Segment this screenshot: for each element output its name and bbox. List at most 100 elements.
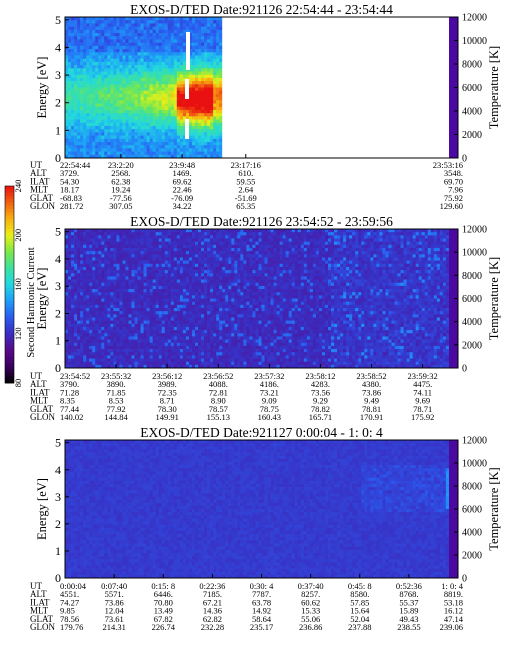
spectrogram-cell — [140, 320, 144, 325]
spectrogram-cell — [110, 333, 114, 337]
spectrogram-cell — [170, 87, 175, 92]
spectrogram-cell — [213, 55, 217, 59]
spectrogram-cell — [161, 232, 166, 236]
spectrogram-cell — [101, 148, 105, 152]
spectrogram-cell — [210, 238, 214, 242]
spectrogram-cell — [170, 304, 175, 309]
spectrogram-cell — [155, 244, 160, 249]
spectrogram-cell — [107, 132, 111, 136]
spectrogram-cell — [152, 276, 157, 280]
spectrogram-cell — [201, 339, 205, 344]
spectrogram-cell — [213, 358, 217, 363]
spectrogram-cell — [83, 116, 87, 120]
spectrogram-cell — [161, 84, 166, 88]
spectrogram-cell — [216, 263, 220, 268]
spectrogram-cell — [167, 342, 172, 347]
spectrogram-cell — [201, 349, 205, 353]
spectrogram-cell — [179, 36, 184, 40]
spectrogram-cell — [210, 122, 214, 127]
spectrogram-cell — [201, 74, 205, 79]
spectrogram-cell — [161, 33, 166, 37]
spectrogram-cell — [204, 87, 208, 92]
spectrogram-cell — [146, 39, 150, 43]
spectrogram-cell — [104, 20, 108, 24]
spectrogram-cell — [213, 320, 217, 325]
spectrogram-cell — [188, 90, 193, 95]
spectrogram-cell — [194, 97, 199, 101]
spectrogram-cell — [167, 109, 172, 114]
spectrogram-cell — [170, 282, 175, 287]
spectrogram-cell — [110, 251, 114, 255]
spectrogram-cell — [179, 135, 184, 140]
spectrogram-cell — [92, 355, 96, 359]
spectrogram-cell — [65, 151, 69, 156]
spectrogram-cell — [107, 241, 111, 246]
spectrogram-cell — [122, 151, 126, 156]
spectrogram-cell — [119, 145, 123, 149]
spectrogram-cell — [191, 74, 196, 79]
spectrogram-cell — [201, 301, 205, 306]
spectrogram-cell — [98, 352, 102, 356]
spectrogram-cell — [107, 266, 111, 271]
spectrogram-cell — [89, 138, 93, 143]
spectrogram-cell — [119, 317, 123, 321]
spectrogram-cell — [210, 330, 214, 334]
spectrogram-cell — [113, 345, 117, 350]
spectrogram-cell — [179, 364, 184, 369]
spectrogram-cell — [179, 339, 184, 344]
spectrogram-cell — [65, 52, 69, 56]
spectrogram-cell — [164, 238, 169, 242]
spectrogram-cell — [80, 257, 84, 261]
spectrogram-cell — [219, 84, 223, 88]
spectrogram-cell — [95, 116, 99, 120]
spectrogram-cell — [71, 247, 75, 252]
spectrogram-cell — [125, 52, 129, 56]
spectrogram-cell — [74, 74, 78, 79]
spectrogram-cell — [158, 49, 163, 53]
spectrogram-cell — [125, 339, 129, 344]
data-gap — [185, 119, 189, 139]
spectrogram-cell — [204, 55, 208, 59]
spectrogram-cell — [86, 336, 90, 340]
spectrogram-cell — [140, 58, 144, 63]
spectrogram-cell — [170, 116, 175, 120]
spectrogram-cell — [149, 20, 154, 24]
spectrogram-cell — [161, 330, 166, 334]
spectrogram-cell — [131, 129, 135, 133]
spectrogram-cell — [176, 138, 181, 143]
spectrogram-cell — [188, 58, 193, 63]
spectrogram-cell — [237, 247, 241, 252]
spectrogram-cell — [98, 270, 102, 274]
spectrogram-cell — [83, 90, 87, 95]
spectrogram-cell — [167, 345, 172, 350]
spectrogram-cell — [216, 333, 220, 337]
spectrogram-cell — [95, 138, 99, 143]
spectrogram-cell — [210, 247, 214, 252]
spectrogram-cell — [158, 232, 163, 236]
spectrogram-cell — [207, 74, 211, 79]
spectrogram-cell — [137, 311, 141, 315]
spectrogram-cell — [122, 361, 126, 366]
y2-tick-label: 6000 — [462, 83, 482, 94]
spectrogram-cell — [191, 84, 196, 88]
spectrogram-cell — [104, 229, 108, 233]
spectrogram-cell — [89, 58, 93, 63]
spectrogram-cell — [158, 61, 163, 66]
spectrogram-cell — [210, 129, 214, 133]
spectrogram-cell — [101, 42, 105, 47]
spectrogram-cell — [170, 251, 175, 255]
spectrogram-cell — [71, 311, 75, 315]
spectrogram-cell — [122, 68, 126, 72]
spectrogram-cell — [182, 58, 187, 63]
spectrogram-cell — [191, 26, 196, 31]
spectrogram-cell — [146, 314, 150, 318]
spectrogram-cell — [207, 84, 211, 88]
spectrogram-cell — [77, 295, 81, 299]
spectrogram-cell — [198, 74, 202, 79]
spectrogram-cell — [146, 241, 150, 246]
spectrogram-cell — [161, 251, 166, 255]
spectrogram-cell — [194, 49, 199, 53]
spectrogram-cell — [140, 87, 144, 92]
spectrogram-cell — [176, 129, 181, 133]
spectrogram-cell — [125, 106, 129, 111]
